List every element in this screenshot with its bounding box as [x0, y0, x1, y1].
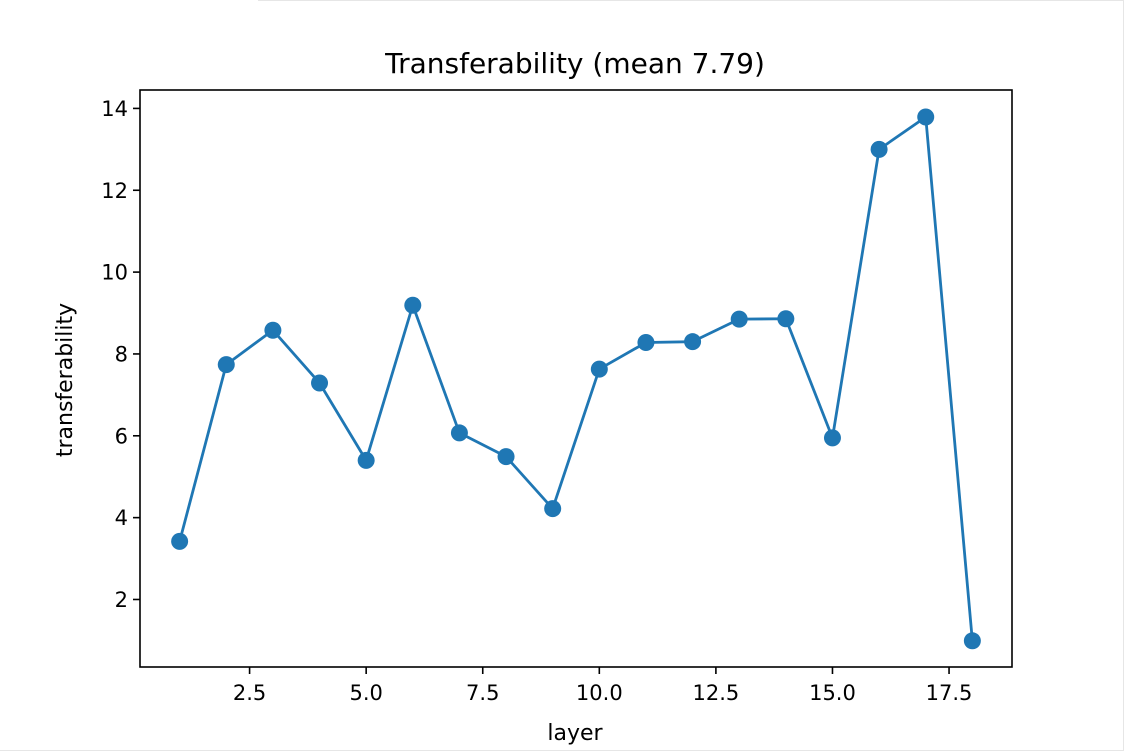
y-axis-label: transferability	[53, 303, 78, 457]
data-point	[823, 429, 841, 447]
y-tick-label: 2	[115, 588, 128, 612]
data-point	[963, 632, 981, 650]
y-tick-label: 12	[101, 179, 128, 203]
data-point	[544, 500, 562, 518]
x-axis-label: layer	[547, 721, 603, 746]
data-point	[450, 424, 468, 442]
chart-title: Transferability (mean 7.79)	[384, 47, 765, 80]
x-tick-label: 10.0	[576, 681, 623, 705]
plot-area: 2.5 5.0 7.5 10.0 12.5 15.0 17.5 2 4 6 8 10 12 14	[101, 89, 1013, 705]
x-tick-label: 2.5	[233, 681, 266, 705]
data-point	[311, 374, 329, 392]
data-point	[171, 532, 189, 550]
data-point	[637, 333, 655, 351]
series-line	[178, 115, 974, 641]
data-point	[497, 448, 515, 466]
data-point	[357, 451, 375, 469]
y-tick-label: 14	[101, 97, 128, 121]
data-point	[264, 321, 282, 339]
frame-top-edge	[258, 0, 1124, 1]
data-point	[590, 360, 608, 378]
y-tick-label: 6	[115, 424, 128, 448]
data-point	[870, 140, 888, 158]
data-point	[404, 296, 422, 314]
y-tick-label: 4	[115, 506, 128, 530]
data-point	[777, 310, 795, 328]
y-tick-label: 10	[101, 261, 128, 285]
y-tick-label: 8	[115, 342, 128, 366]
x-tick-label: 7.5	[466, 681, 499, 705]
data-point	[917, 108, 935, 126]
data-point	[730, 310, 748, 328]
data-point	[684, 333, 702, 351]
x-tick-label: 12.5	[693, 681, 740, 705]
data-point	[217, 356, 235, 374]
x-tick-label: 17.5	[926, 681, 973, 705]
axes-frame	[139, 89, 1013, 668]
x-tick-label: 5.0	[349, 681, 382, 705]
x-tick-label: 15.0	[809, 681, 856, 705]
